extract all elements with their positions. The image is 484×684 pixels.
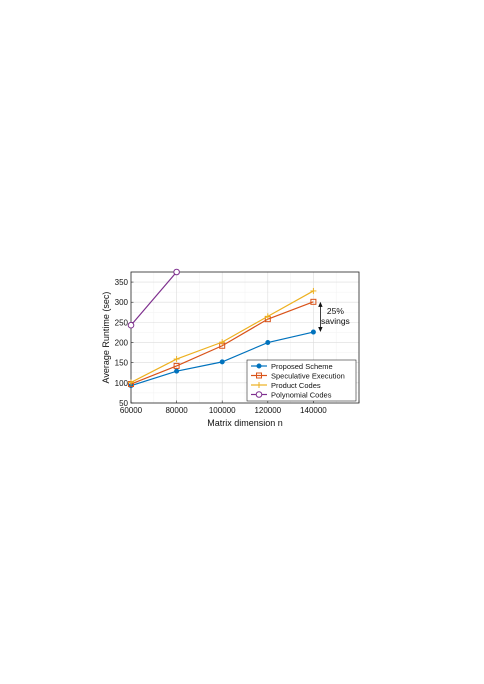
savings-annotation: 25% savings (318, 301, 350, 333)
axes: 60000 80000 100000 120000 140000 50 100 150 200 2… (115, 278, 360, 415)
data-point (219, 339, 226, 346)
data-point (264, 313, 271, 320)
y-tick-label: 50 (119, 399, 128, 408)
annotation-label-word: savings (321, 316, 350, 326)
data-point (255, 391, 263, 398)
x-tick-label: 140000 (300, 406, 327, 415)
series (127, 268, 317, 389)
legend-label: Speculative Execution (271, 371, 345, 380)
y-tick-label: 250 (115, 318, 129, 327)
x-tick-label: 100000 (209, 406, 236, 415)
annotation-label-percent: 25% (327, 306, 344, 316)
plot-area (130, 271, 360, 404)
data-point (173, 356, 180, 363)
legend-entry: Proposed Scheme (251, 362, 333, 371)
x-tick-label: 80000 (165, 406, 188, 415)
legend-label: Polynomial Codes (271, 390, 332, 399)
annotation-arrowhead-down (318, 327, 323, 333)
data-point (127, 321, 135, 329)
data-point (174, 368, 180, 374)
legend-label: Proposed Scheme (271, 362, 333, 371)
data-point (310, 329, 316, 335)
data-point (256, 372, 262, 379)
series-line (130, 301, 314, 385)
legend-label: Product Codes (271, 381, 321, 390)
data-point (310, 287, 317, 294)
x-tick-label: 120000 (254, 406, 281, 415)
legend-entry: Speculative Execution (251, 371, 345, 380)
y-tick-label: 100 (115, 379, 129, 388)
y-axis-label: Average Runtime (sec) (101, 292, 111, 384)
data-point (128, 379, 134, 386)
data-point (310, 298, 317, 305)
data-point (256, 363, 262, 369)
data-point (265, 340, 271, 346)
legend-entry: Product Codes (251, 381, 321, 390)
y-tick-label: 150 (115, 359, 129, 368)
legend-entry: Polynomial Codes (251, 390, 332, 399)
annotation-arrowhead-up (318, 301, 323, 307)
series-line (130, 271, 178, 326)
x-axis-label: Matrix dimension n (207, 418, 283, 428)
y-tick-label: 300 (115, 298, 129, 307)
y-tick-label: 350 (115, 278, 129, 287)
data-point (173, 268, 180, 276)
data-point (173, 362, 180, 369)
data-point (256, 382, 262, 388)
x-tick-label: 60000 (120, 406, 143, 415)
y-tick-label: 200 (115, 339, 129, 348)
series-polynomial-codes (127, 268, 180, 329)
series-product-codes (128, 287, 317, 386)
data-point (219, 359, 225, 365)
